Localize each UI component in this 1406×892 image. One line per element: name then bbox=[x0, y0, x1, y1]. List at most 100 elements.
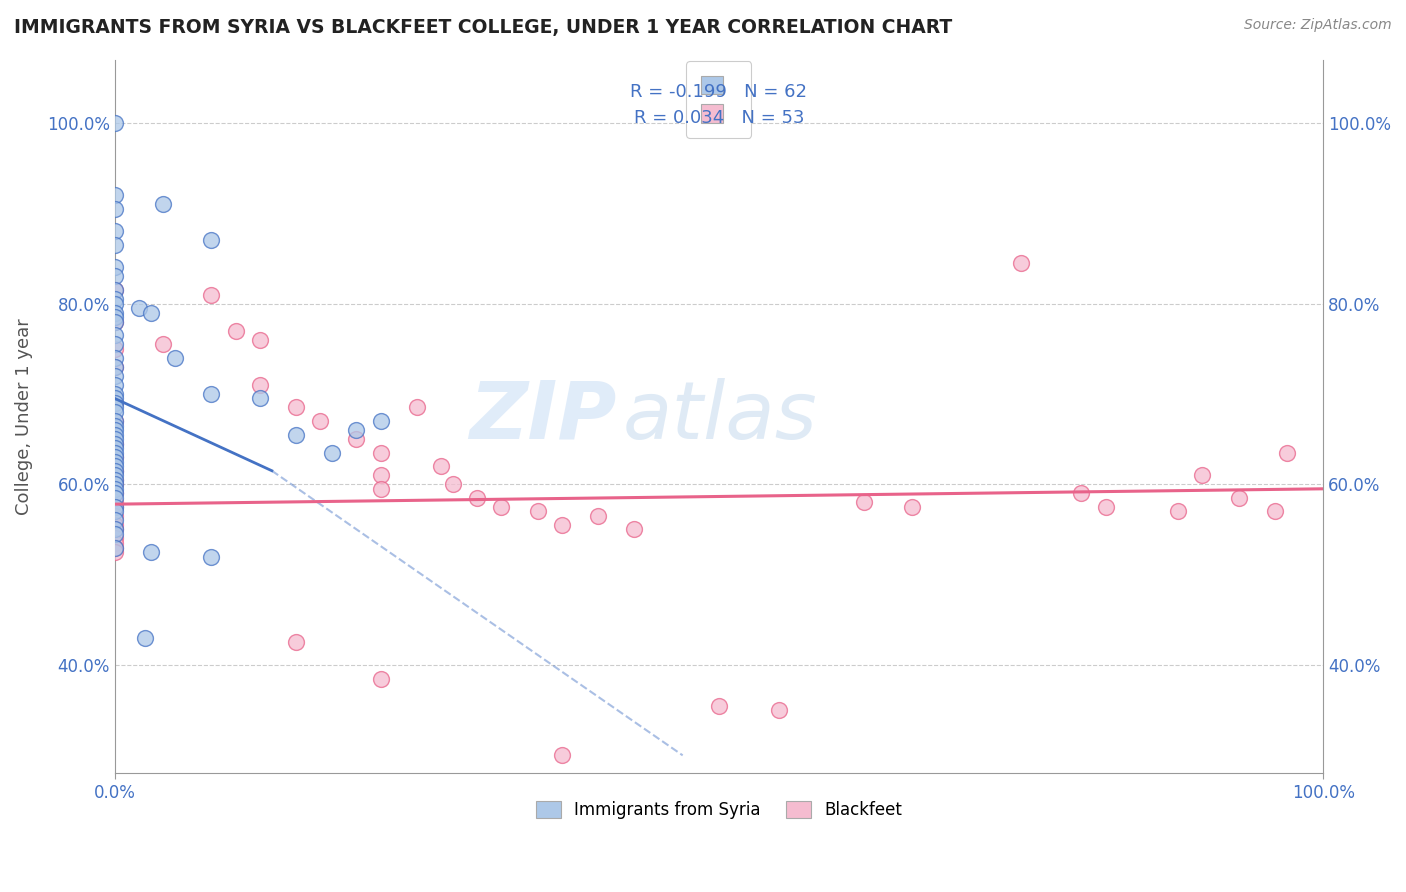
Point bbox=[104, 504, 127, 518]
Point bbox=[104, 459, 127, 474]
Point bbox=[249, 377, 271, 392]
Point bbox=[405, 401, 427, 415]
Point bbox=[551, 748, 574, 763]
Point bbox=[104, 392, 127, 406]
Point bbox=[104, 523, 127, 537]
Point bbox=[104, 486, 127, 500]
Point bbox=[370, 414, 392, 428]
Point bbox=[1227, 491, 1250, 505]
Point bbox=[104, 359, 127, 374]
Point bbox=[104, 477, 127, 491]
Point bbox=[526, 504, 548, 518]
Point bbox=[104, 414, 127, 428]
Point bbox=[1094, 500, 1116, 514]
Point bbox=[104, 283, 127, 297]
Point bbox=[104, 436, 127, 450]
Point bbox=[104, 368, 127, 383]
Point bbox=[104, 423, 127, 437]
Legend: Immigrants from Syria, Blackfeet: Immigrants from Syria, Blackfeet bbox=[529, 794, 908, 826]
Point bbox=[104, 315, 127, 329]
Point bbox=[104, 527, 127, 541]
Point bbox=[104, 337, 127, 351]
Point bbox=[200, 287, 222, 301]
Point bbox=[104, 292, 127, 306]
Point bbox=[104, 315, 127, 329]
Point bbox=[901, 500, 924, 514]
Point bbox=[104, 500, 127, 514]
Point bbox=[1070, 486, 1092, 500]
Point bbox=[104, 351, 127, 365]
Point bbox=[285, 635, 308, 649]
Point bbox=[104, 450, 127, 465]
Point bbox=[104, 486, 127, 500]
Point bbox=[104, 541, 127, 555]
Point bbox=[128, 301, 150, 315]
Point bbox=[1264, 504, 1286, 518]
Point bbox=[249, 333, 271, 347]
Point bbox=[152, 337, 174, 351]
Point bbox=[104, 401, 127, 415]
Point bbox=[321, 445, 343, 459]
Text: IMMIGRANTS FROM SYRIA VS BLACKFEET COLLEGE, UNDER 1 YEAR CORRELATION CHART: IMMIGRANTS FROM SYRIA VS BLACKFEET COLLE… bbox=[14, 18, 952, 37]
Point bbox=[104, 518, 127, 533]
Point bbox=[104, 464, 127, 478]
Point bbox=[104, 283, 127, 297]
Point bbox=[104, 473, 127, 487]
Point bbox=[370, 672, 392, 686]
Point bbox=[200, 549, 222, 564]
Point bbox=[104, 342, 127, 356]
Point bbox=[1191, 468, 1213, 483]
Point bbox=[104, 508, 127, 523]
Point bbox=[104, 269, 127, 284]
Point bbox=[104, 237, 127, 252]
Point bbox=[134, 631, 156, 645]
Point bbox=[465, 491, 488, 505]
Point bbox=[152, 197, 174, 211]
Point bbox=[104, 202, 127, 216]
Point bbox=[104, 491, 127, 505]
Point bbox=[104, 532, 127, 546]
Point bbox=[104, 482, 127, 496]
Point bbox=[104, 328, 127, 343]
Point bbox=[491, 500, 513, 514]
Point bbox=[768, 703, 790, 717]
Point bbox=[104, 359, 127, 374]
Point bbox=[370, 468, 392, 483]
Point bbox=[430, 459, 453, 474]
Point bbox=[139, 545, 162, 559]
Point bbox=[225, 324, 247, 338]
Text: ZIP: ZIP bbox=[468, 377, 616, 456]
Point bbox=[104, 536, 127, 550]
Point bbox=[104, 468, 127, 483]
Point bbox=[139, 305, 162, 319]
Point bbox=[623, 523, 645, 537]
Point bbox=[200, 233, 222, 247]
Point bbox=[1010, 256, 1032, 270]
Point bbox=[104, 545, 127, 559]
Point bbox=[104, 414, 127, 428]
Point bbox=[104, 436, 127, 450]
Point bbox=[285, 401, 308, 415]
Point bbox=[104, 495, 127, 509]
Point bbox=[1167, 504, 1189, 518]
Point bbox=[104, 477, 127, 491]
Point bbox=[104, 405, 127, 419]
Point bbox=[104, 260, 127, 275]
Point bbox=[441, 477, 464, 491]
Point bbox=[551, 518, 574, 533]
Point bbox=[104, 464, 127, 478]
Point bbox=[104, 513, 127, 527]
Text: R = -0.199   N = 62: R = -0.199 N = 62 bbox=[630, 83, 807, 101]
Point bbox=[104, 188, 127, 202]
Point bbox=[104, 224, 127, 238]
Point bbox=[104, 387, 127, 401]
Point bbox=[104, 455, 127, 469]
Point bbox=[346, 423, 368, 437]
Y-axis label: College, Under 1 year: College, Under 1 year bbox=[15, 318, 32, 515]
Text: R = 0.034   N = 53: R = 0.034 N = 53 bbox=[634, 109, 804, 128]
Point bbox=[104, 432, 127, 446]
Point bbox=[707, 698, 730, 713]
Text: atlas: atlas bbox=[623, 377, 817, 456]
Point bbox=[104, 305, 127, 319]
Point bbox=[104, 441, 127, 455]
